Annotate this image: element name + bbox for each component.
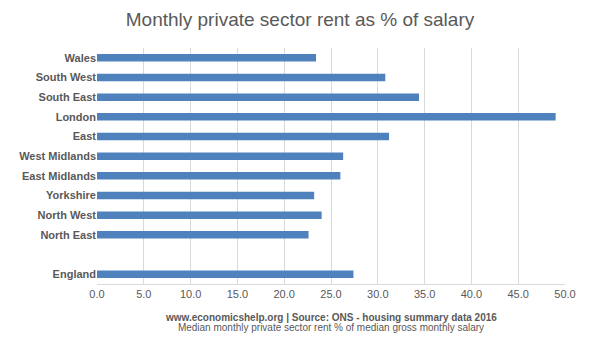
svg-text:50.0: 50.0 xyxy=(554,288,575,300)
svg-text:London: London xyxy=(56,111,97,123)
svg-text:www.economicshelp.org | Source: www.economicshelp.org | Source: ONS - ho… xyxy=(165,312,497,323)
svg-text:Median monthly private sector: Median monthly private sector rent % of … xyxy=(178,322,484,333)
svg-text:South East: South East xyxy=(39,91,97,103)
svg-text:10.0: 10.0 xyxy=(180,288,201,300)
svg-text:30.0: 30.0 xyxy=(367,288,388,300)
svg-text:5.0: 5.0 xyxy=(136,288,151,300)
svg-text:0.0: 0.0 xyxy=(89,288,104,300)
svg-text:East: East xyxy=(73,130,97,142)
svg-text:20.0: 20.0 xyxy=(273,288,294,300)
svg-text:England: England xyxy=(53,268,96,280)
svg-text:40.0: 40.0 xyxy=(461,288,482,300)
svg-text:Wales: Wales xyxy=(65,52,96,64)
svg-text:North East: North East xyxy=(40,229,96,241)
svg-text:45.0: 45.0 xyxy=(507,288,528,300)
svg-text:Monthly private sector rent as: Monthly private sector rent as % of sala… xyxy=(126,9,475,30)
svg-text:15.0: 15.0 xyxy=(227,288,248,300)
svg-text:South West: South West xyxy=(36,71,97,83)
svg-text:Yorkshire: Yorkshire xyxy=(46,189,96,201)
svg-text:25.0: 25.0 xyxy=(320,288,341,300)
svg-text:West Midlands: West Midlands xyxy=(19,150,96,162)
svg-text:35.0: 35.0 xyxy=(414,288,435,300)
svg-text:North West: North West xyxy=(38,209,97,221)
svg-text:East Midlands: East Midlands xyxy=(22,170,96,182)
